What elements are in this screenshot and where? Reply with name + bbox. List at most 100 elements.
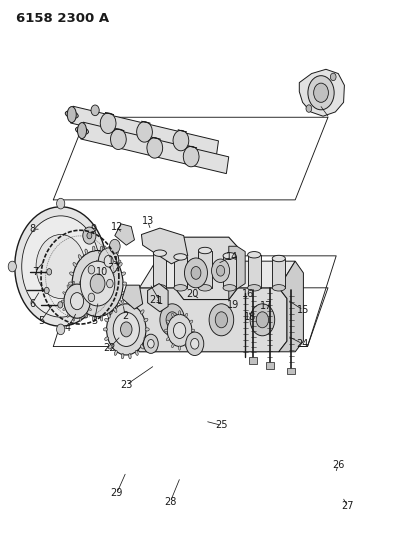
Ellipse shape (164, 329, 167, 332)
Circle shape (209, 304, 233, 336)
Circle shape (113, 312, 139, 346)
Text: 20: 20 (186, 289, 198, 299)
Circle shape (22, 216, 99, 317)
Ellipse shape (63, 308, 65, 311)
Circle shape (88, 265, 94, 274)
Ellipse shape (128, 353, 131, 359)
Text: 9: 9 (90, 224, 96, 234)
Polygon shape (286, 368, 294, 374)
Text: 19: 19 (226, 300, 238, 310)
Text: 1: 1 (157, 296, 162, 306)
Ellipse shape (104, 246, 106, 249)
Polygon shape (139, 261, 294, 288)
Ellipse shape (171, 344, 173, 348)
Polygon shape (249, 357, 257, 364)
Ellipse shape (111, 273, 112, 277)
Ellipse shape (189, 320, 192, 323)
Circle shape (88, 293, 94, 302)
Ellipse shape (79, 318, 81, 321)
Ellipse shape (166, 338, 169, 341)
Text: 25: 25 (215, 421, 227, 430)
Ellipse shape (121, 353, 124, 359)
Ellipse shape (113, 308, 117, 312)
Circle shape (15, 207, 106, 326)
Circle shape (216, 265, 224, 276)
Text: 22: 22 (103, 343, 116, 352)
Ellipse shape (85, 313, 88, 318)
Circle shape (56, 198, 65, 209)
Ellipse shape (222, 285, 236, 291)
Polygon shape (153, 253, 166, 288)
Polygon shape (222, 256, 236, 288)
Ellipse shape (96, 260, 99, 262)
Ellipse shape (73, 301, 76, 304)
Circle shape (249, 304, 274, 336)
Ellipse shape (100, 246, 102, 252)
Ellipse shape (173, 254, 187, 260)
Ellipse shape (75, 127, 88, 134)
Circle shape (83, 227, 96, 244)
Circle shape (256, 312, 268, 328)
Ellipse shape (189, 338, 192, 341)
Polygon shape (228, 246, 245, 300)
Circle shape (87, 232, 92, 239)
Ellipse shape (116, 268, 119, 271)
Ellipse shape (178, 311, 180, 315)
Circle shape (173, 322, 185, 338)
Polygon shape (81, 122, 228, 174)
Ellipse shape (104, 318, 108, 322)
Ellipse shape (68, 282, 72, 285)
Ellipse shape (136, 122, 152, 142)
Ellipse shape (73, 318, 74, 321)
Text: 28: 28 (164, 497, 176, 507)
Text: 26: 26 (331, 460, 344, 470)
Ellipse shape (90, 300, 93, 302)
Text: 10: 10 (95, 267, 108, 277)
Polygon shape (115, 224, 134, 245)
Ellipse shape (78, 255, 81, 259)
Text: 23: 23 (120, 380, 132, 390)
Ellipse shape (118, 263, 122, 266)
Text: 14: 14 (225, 252, 237, 262)
Circle shape (147, 340, 154, 348)
Ellipse shape (108, 310, 112, 314)
Circle shape (98, 248, 119, 274)
Polygon shape (247, 255, 260, 288)
Ellipse shape (65, 111, 78, 118)
Text: 29: 29 (110, 488, 123, 498)
Ellipse shape (88, 292, 91, 294)
Polygon shape (198, 251, 211, 288)
Ellipse shape (111, 246, 112, 249)
Polygon shape (272, 259, 285, 288)
Circle shape (184, 258, 207, 288)
Ellipse shape (61, 300, 64, 302)
Polygon shape (70, 106, 218, 158)
Text: 16: 16 (241, 289, 254, 299)
Ellipse shape (140, 345, 144, 349)
Ellipse shape (78, 308, 81, 312)
Text: 17: 17 (260, 302, 272, 311)
Ellipse shape (77, 123, 86, 139)
Ellipse shape (118, 260, 121, 262)
Ellipse shape (110, 129, 126, 149)
Ellipse shape (135, 351, 138, 356)
Ellipse shape (116, 252, 119, 254)
Circle shape (167, 314, 191, 346)
Ellipse shape (121, 292, 125, 295)
Ellipse shape (100, 316, 102, 321)
Text: 15: 15 (297, 305, 309, 315)
Circle shape (90, 274, 105, 293)
Text: 21: 21 (148, 295, 161, 304)
Text: 3: 3 (91, 316, 97, 326)
Ellipse shape (98, 268, 101, 271)
Text: 8: 8 (30, 224, 36, 234)
Circle shape (307, 76, 333, 110)
Ellipse shape (145, 328, 149, 331)
Text: 27: 27 (341, 502, 353, 511)
Ellipse shape (178, 346, 180, 350)
Circle shape (305, 105, 311, 112)
Ellipse shape (185, 313, 187, 317)
Ellipse shape (104, 337, 108, 341)
Circle shape (80, 261, 115, 306)
Circle shape (109, 239, 120, 253)
